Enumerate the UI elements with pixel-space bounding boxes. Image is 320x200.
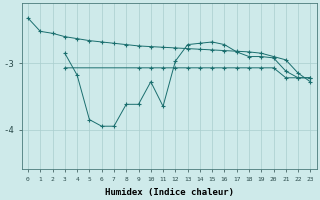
X-axis label: Humidex (Indice chaleur): Humidex (Indice chaleur)	[105, 188, 234, 197]
